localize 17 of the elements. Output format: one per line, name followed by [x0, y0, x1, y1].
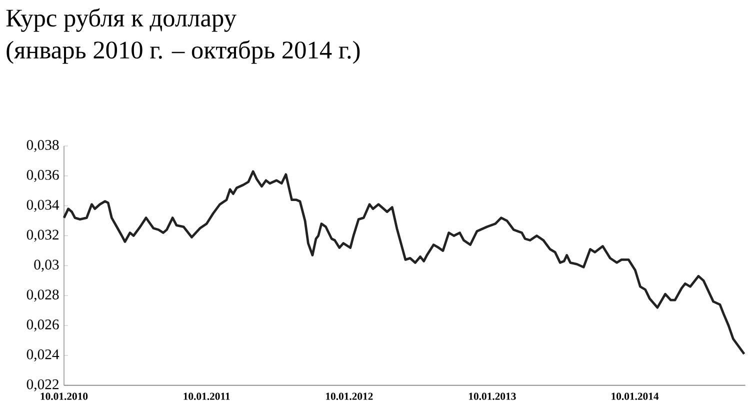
y-tick-label: 0,034	[26, 200, 60, 212]
x-tick-label: 10.01.2013	[469, 392, 516, 400]
y-tick-label: 0,022	[26, 379, 58, 392]
line-series	[62, 170, 746, 356]
x-tick-label: 10.01.2012	[326, 392, 373, 400]
x-tick-label: 10.01.2010	[40, 392, 88, 400]
y-tick-label: 0,024	[26, 349, 60, 362]
y-tick-label: 0,036	[26, 170, 59, 182]
chart-title: Курс рубля к доллару	[6, 8, 236, 32]
y-tick-label: 0,03	[34, 260, 59, 272]
y-tick-label: 0,026	[26, 320, 59, 332]
chart-subtitle: (январь 2010 г. – октябрь 2014 г.)	[6, 40, 360, 64]
x-tick-label: 10.01.2014	[612, 392, 659, 400]
y-tick-label: 0,038	[26, 140, 59, 152]
y-tick-label: 0,028	[26, 290, 59, 302]
y-tick-label: 0,032	[26, 230, 58, 242]
x-tick-label: 10.01.2011	[184, 392, 230, 400]
